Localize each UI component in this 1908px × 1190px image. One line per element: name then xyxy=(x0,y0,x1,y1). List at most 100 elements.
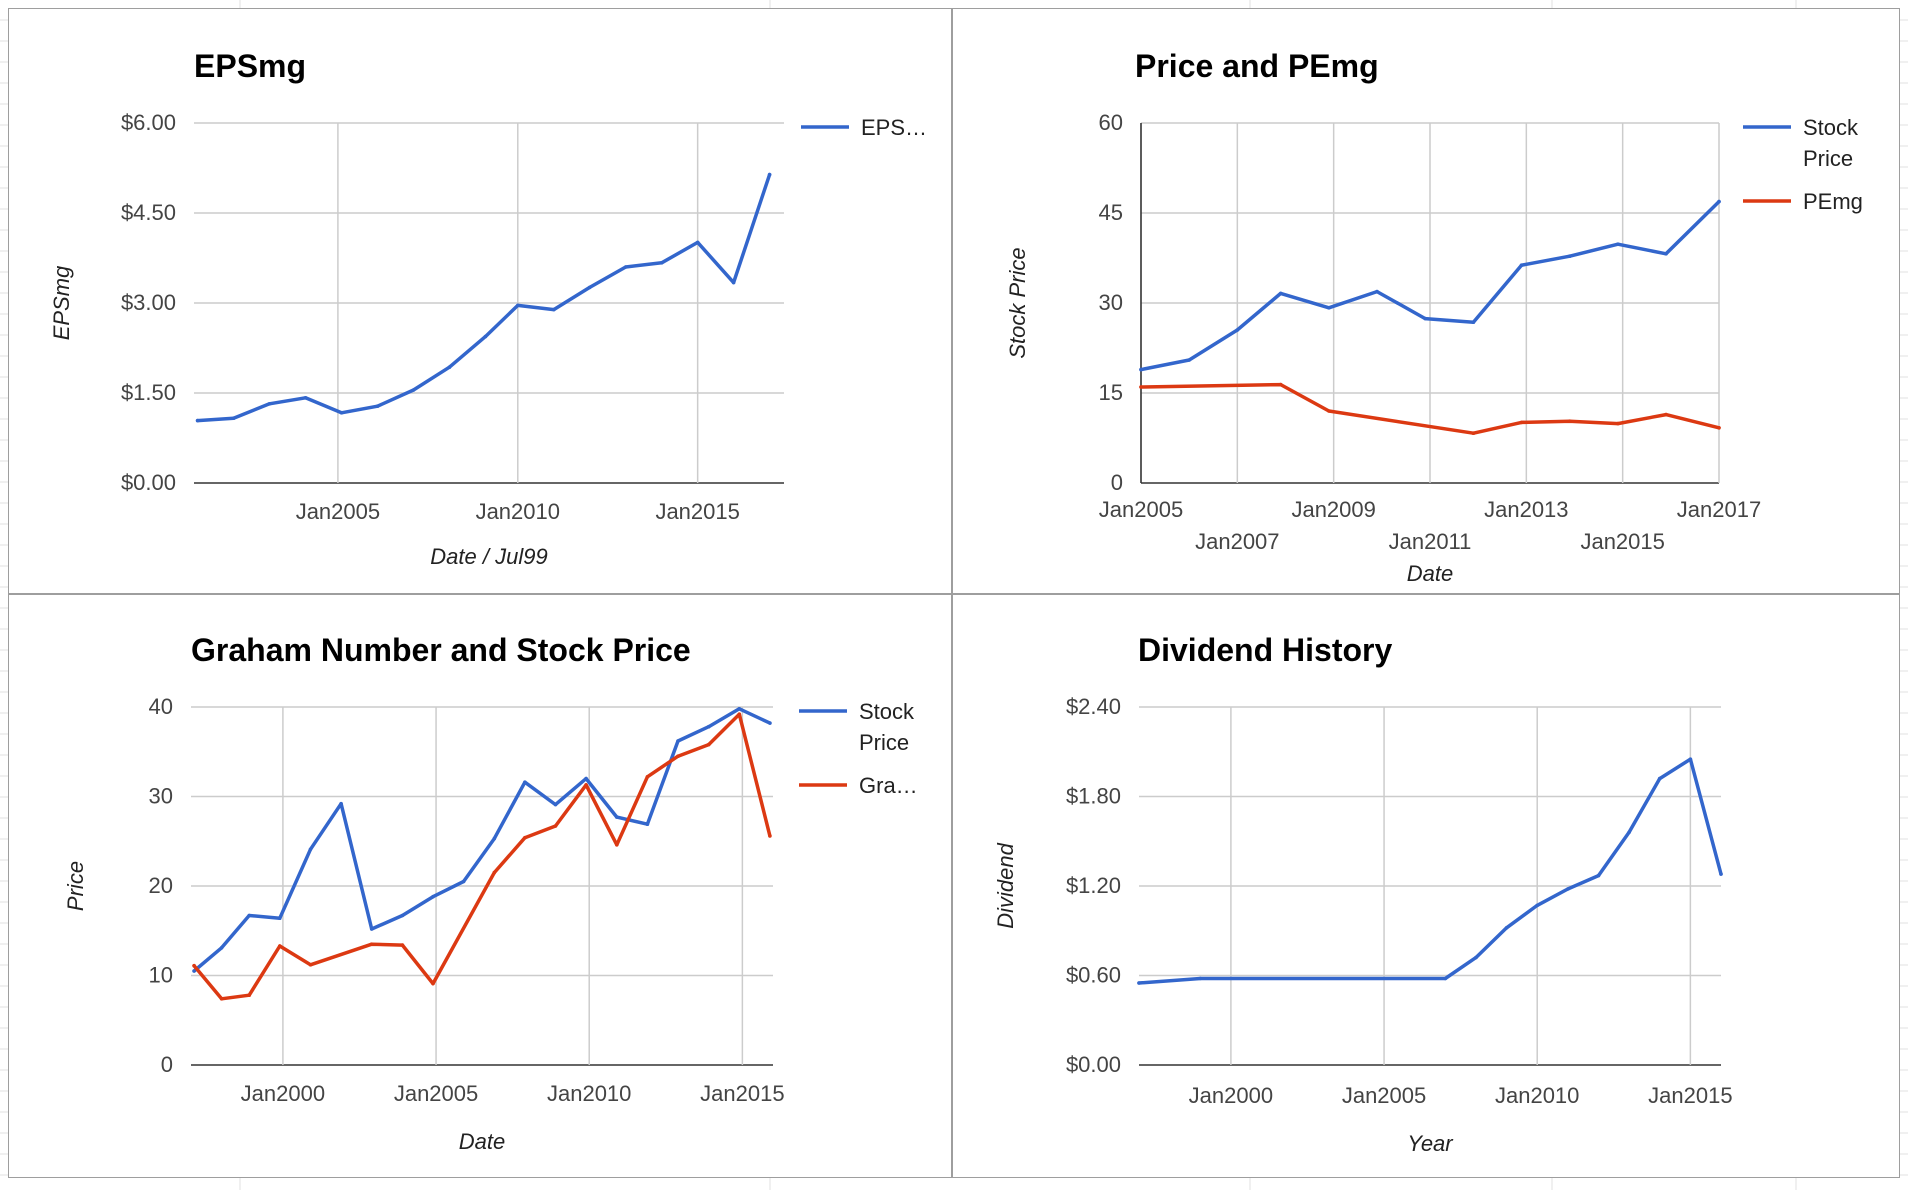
data-point-epsmg-0 xyxy=(447,365,452,370)
y-tick-label: $1.50 xyxy=(121,380,176,405)
x-tick-label: Jan2000 xyxy=(241,1081,325,1106)
data-point-price-pemg-0 xyxy=(1375,289,1379,294)
data-point-graham-0 xyxy=(553,802,558,807)
data-point-epsmg-0 xyxy=(411,388,416,392)
x-tick-label: Jan2010 xyxy=(547,1081,631,1106)
legend-label: Stock Price xyxy=(1803,115,1859,171)
y-axis-title: Stock Price xyxy=(1005,247,1030,358)
data-point-graham-0 xyxy=(737,707,742,711)
y-tick-label: $2.40 xyxy=(1066,694,1121,719)
data-point-dividend-0 xyxy=(1474,955,1478,960)
data-point-graham-0 xyxy=(339,801,343,806)
data-point-graham-1 xyxy=(584,783,588,787)
chart-panel-graham[interactable]: Graham Number and Stock Price 0 10 20 30 40 Ja… xyxy=(8,594,952,1178)
x-tick-label: Jan2015 xyxy=(700,1081,784,1106)
x-tick-label: Jan2007 xyxy=(1195,529,1279,554)
data-point-graham-0 xyxy=(400,913,405,918)
data-point-epsmg-0 xyxy=(623,265,628,269)
series-line-graham-0 xyxy=(192,707,772,973)
data-point-graham-0 xyxy=(523,780,527,784)
chart-title: Dividend History xyxy=(1138,632,1392,668)
x-tick-label: Jan2005 xyxy=(296,499,380,524)
data-point-graham-0 xyxy=(247,913,251,918)
data-point-graham-1 xyxy=(369,942,374,946)
data-point-price-pemg-0 xyxy=(1235,328,1240,332)
data-point-graham-0 xyxy=(431,894,435,899)
data-point-epsmg-0 xyxy=(303,396,308,400)
x-axis-title: Date xyxy=(459,1129,505,1154)
data-point-epsmg-0 xyxy=(483,334,488,339)
data-point-graham-0 xyxy=(369,927,374,931)
data-point-graham-1 xyxy=(523,835,527,840)
data-point-epsmg-0 xyxy=(375,404,380,409)
data-point-graham-1 xyxy=(278,944,282,948)
y-tick-label: 0 xyxy=(161,1052,173,1077)
data-point-price-pemg-0 xyxy=(1664,252,1668,256)
data-point-epsmg-0 xyxy=(195,418,200,423)
chart-title: Price and PEmg xyxy=(1135,48,1379,84)
legend-label: PEmg xyxy=(1803,189,1863,214)
dividend-chart: Dividend History $0.00 $0.60 $1.20 $1.80 $2.4… xyxy=(993,632,1733,1156)
y-tick-label: 0 xyxy=(1111,470,1123,495)
x-axis-title: Date xyxy=(1407,561,1453,586)
data-point-dividend-0 xyxy=(1535,903,1539,908)
data-point-epsmg-0 xyxy=(731,280,736,285)
data-point-epsmg-0 xyxy=(587,285,592,290)
data-point-graham-0 xyxy=(192,969,196,973)
data-point-price-pemg-0 xyxy=(1471,320,1476,325)
data-point-graham-1 xyxy=(615,843,619,847)
data-point-graham-1 xyxy=(308,963,313,967)
data-point-graham-0 xyxy=(492,836,497,841)
chart-panel-price-pemg[interactable]: Price and PEmg 0 15 30 45 60 Jan2005 Jan2007 Jan… xyxy=(952,8,1900,594)
data-point-graham-0 xyxy=(615,815,619,819)
y-tick-label: $4.50 xyxy=(121,200,176,225)
x-tick-label: Jan2011 xyxy=(1389,529,1472,554)
x-tick-label: Jan2010 xyxy=(1495,1083,1579,1108)
x-tick-label: Jan2015 xyxy=(1580,529,1664,554)
y-tick-label: $3.00 xyxy=(121,290,176,315)
x-tick-label: Jan2005 xyxy=(1099,497,1183,522)
data-point-price-pemg-0 xyxy=(1278,291,1283,296)
data-point-epsmg-0 xyxy=(659,261,664,265)
y-tick-label: 30 xyxy=(1099,290,1123,315)
data-point-price-pemg-0 xyxy=(1717,199,1721,204)
epsmg-chart: EPSmg $0.00 $1.50 $3.00 $4.50 $6.00 Jan2005 Jan… xyxy=(49,48,927,569)
data-point-dividend-0 xyxy=(1596,873,1601,878)
data-point-dividend-0 xyxy=(1719,872,1723,876)
y-tick-label: 20 xyxy=(149,873,173,898)
x-tick-label: Jan2015 xyxy=(1648,1083,1732,1108)
data-point-dividend-0 xyxy=(1566,887,1570,891)
data-point-dividend-0 xyxy=(1198,976,1203,981)
legend-label: Gra… xyxy=(859,773,918,798)
data-point-price-pemg-0 xyxy=(1139,367,1143,372)
y-tick-label: 45 xyxy=(1099,200,1123,225)
data-point-price-pemg-1 xyxy=(1664,412,1668,417)
data-point-graham-0 xyxy=(584,776,588,781)
series-line-graham-1 xyxy=(192,712,772,1001)
data-point-graham-0 xyxy=(461,879,466,884)
x-tick-label: Jan2005 xyxy=(1342,1083,1426,1108)
chart-panel-epsmg[interactable]: EPSmg $0.00 $1.50 $3.00 $4.50 $6.00 Jan2005 Jan… xyxy=(8,8,952,594)
legend-label: EPS… xyxy=(861,115,927,140)
chart-panel-dividend[interactable]: Dividend History $0.00 $0.60 $1.20 $1.80 $2.4… xyxy=(952,594,1900,1178)
data-point-graham-0 xyxy=(219,946,224,950)
data-point-graham-1 xyxy=(219,997,224,1001)
chart-title: EPSmg xyxy=(194,48,306,84)
data-point-price-pemg-1 xyxy=(1717,426,1721,430)
data-point-graham-0 xyxy=(706,724,711,729)
price-pemg-chart: Price and PEmg 0 15 30 45 60 Jan2005 Jan2007 Jan… xyxy=(1005,48,1863,586)
data-point-price-pemg-1 xyxy=(1616,421,1620,426)
data-point-epsmg-0 xyxy=(552,307,556,312)
legend-label: Stock Price xyxy=(859,699,915,755)
data-point-epsmg-0 xyxy=(267,402,272,406)
x-axis-title: Year xyxy=(1407,1131,1454,1156)
data-point-dividend-0 xyxy=(1443,976,1448,981)
series-line-epsmg-0 xyxy=(195,172,772,423)
data-point-dividend-0 xyxy=(1688,757,1693,761)
x-tick-label: Jan2005 xyxy=(394,1081,478,1106)
x-axis-title: Date / Jul99 xyxy=(430,544,547,569)
data-point-epsmg-0 xyxy=(767,172,772,177)
data-point-graham-1 xyxy=(676,754,680,758)
y-tick-label: 60 xyxy=(1099,110,1123,135)
x-tick-label: Jan2017 xyxy=(1677,497,1761,522)
